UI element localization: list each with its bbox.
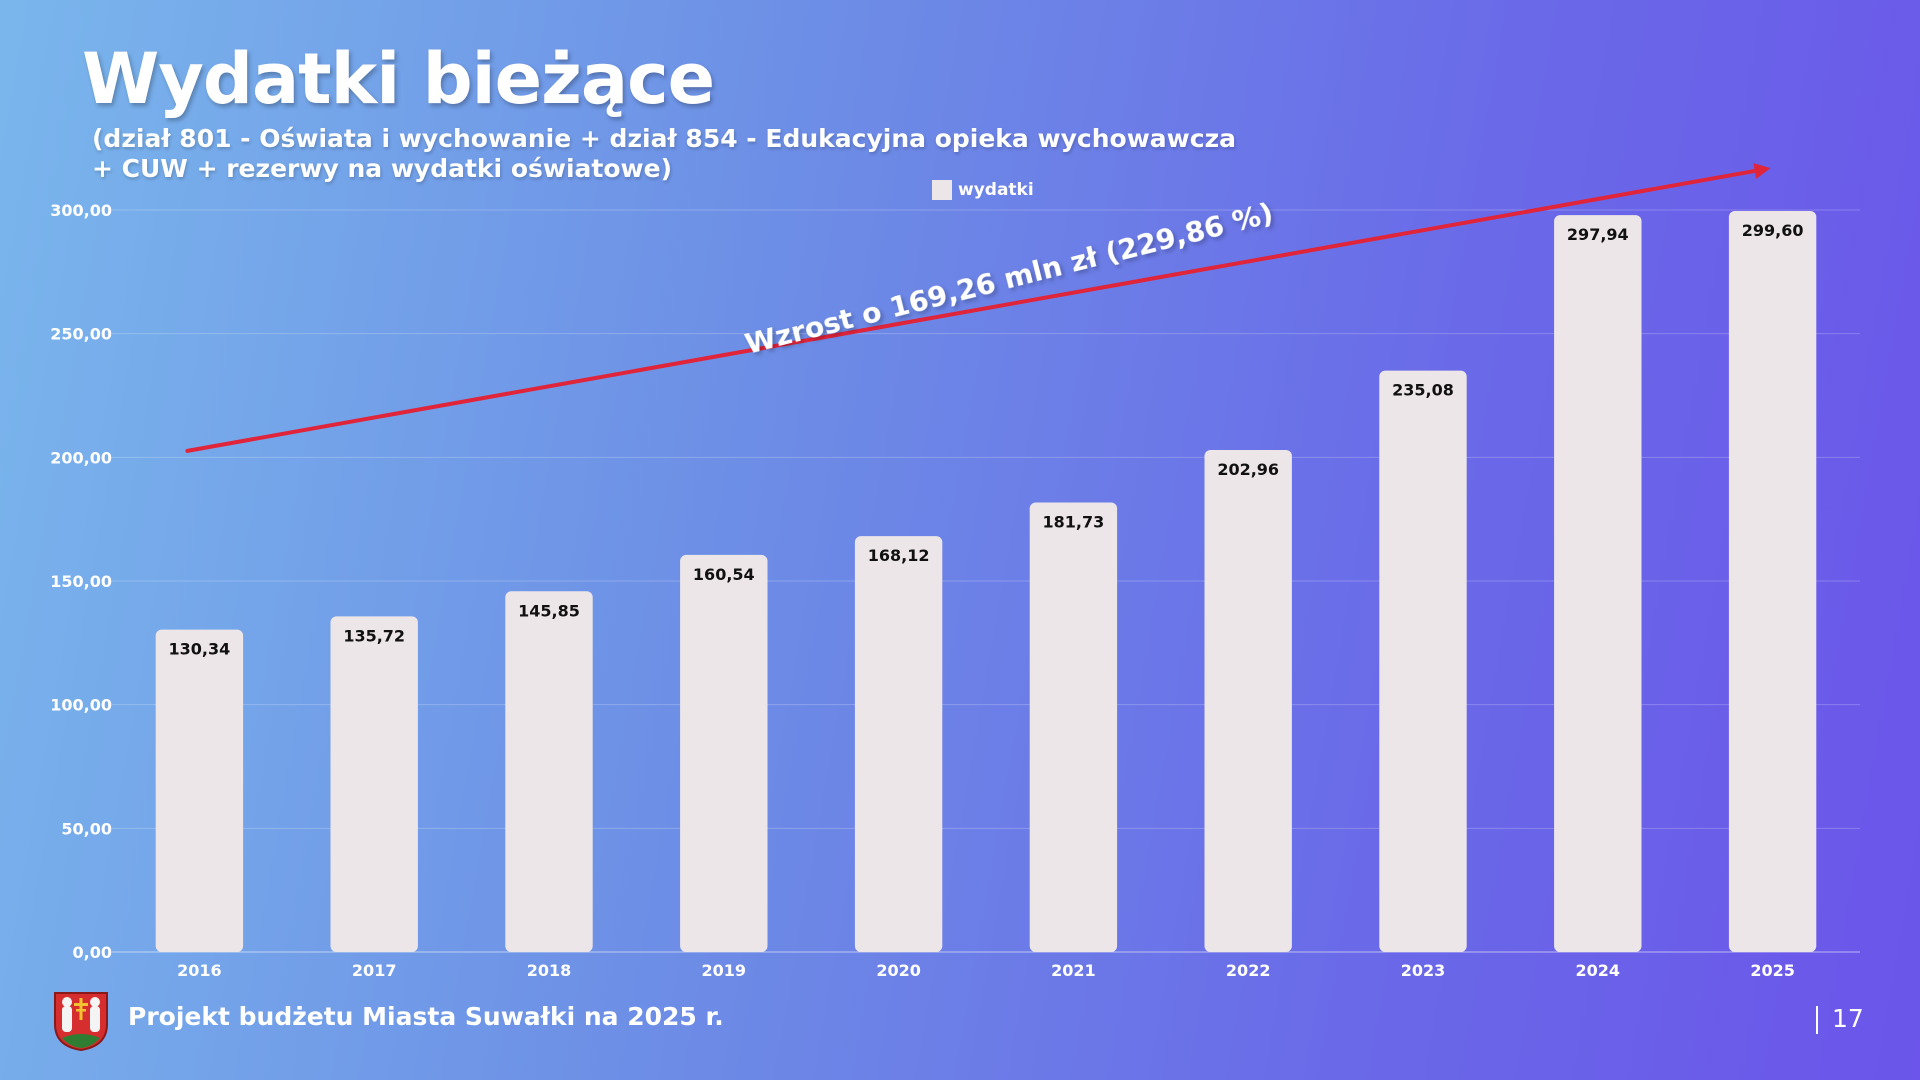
- y-tick-label: 250,00: [50, 325, 112, 344]
- data-label: 145,85: [518, 601, 580, 620]
- x-tick-label: 2018: [527, 961, 572, 980]
- subtitle-line-2: + CUW + rezerwy na wydatki oświatowe): [92, 154, 673, 183]
- data-label: 135,72: [343, 626, 405, 645]
- page-title: Wydatki bieżące: [82, 38, 715, 120]
- data-label: 299,60: [1742, 221, 1804, 240]
- data-label: 130,34: [169, 640, 231, 659]
- bar: [505, 591, 593, 952]
- data-label: 297,94: [1567, 225, 1629, 244]
- y-axis-ticks: 0,00 50,00 100,00 150,00 200,00 250,00 300,00: [50, 201, 112, 962]
- bar: [330, 616, 418, 952]
- y-tick-label: 100,00: [50, 696, 112, 715]
- legend-label: wydatki: [958, 180, 1034, 200]
- y-tick-label: 300,00: [50, 201, 112, 220]
- data-label: 181,73: [1043, 513, 1105, 532]
- data-label: 235,08: [1392, 381, 1454, 400]
- x-tick-label: 2021: [1051, 961, 1096, 980]
- x-tick-label: 2016: [177, 961, 222, 980]
- data-label: 168,12: [868, 546, 930, 565]
- x-tick-label: 2024: [1576, 961, 1621, 980]
- x-tick-label: 2019: [702, 961, 747, 980]
- footer-text: Projekt budżetu Miasta Suwałki na 2025 r…: [128, 1002, 724, 1031]
- x-tick-label: 2025: [1750, 961, 1795, 980]
- data-label: 160,54: [693, 565, 755, 584]
- trend-arrow: [185, 163, 1771, 453]
- bars: 130,34 135,72 145,85 160,54 168,12 181,73 202,…: [155, 210, 1817, 953]
- data-label: 202,96: [1217, 460, 1279, 479]
- bar: [155, 629, 244, 952]
- suwalki-coat-of-arms-icon: [52, 990, 110, 1052]
- x-tick-label: 2022: [1226, 961, 1271, 980]
- trend-line: [185, 167, 1767, 453]
- x-tick-label: 2017: [352, 961, 397, 980]
- page-number-separator: [1816, 1006, 1818, 1034]
- x-tick-label: 2023: [1401, 961, 1446, 980]
- x-axis-ticks: 2016 2017 2018 2019 2020 2021 2022 2023 2024 2025: [177, 961, 1795, 980]
- bar: [1554, 215, 1642, 952]
- bar: [1728, 210, 1817, 953]
- y-tick-label: 150,00: [50, 572, 112, 591]
- subtitle-line-1: (dział 801 - Oświata i wychowanie + dzia…: [92, 124, 1236, 153]
- page-subtitle: (dział 801 - Oświata i wychowanie + dzia…: [92, 124, 1392, 184]
- trend-arrowhead: [1753, 163, 1771, 179]
- y-tick-label: 200,00: [50, 448, 112, 467]
- bar: [1204, 450, 1292, 952]
- legend-swatch: [932, 180, 952, 200]
- y-tick-label: 0,00: [73, 943, 112, 962]
- bar: [854, 536, 943, 952]
- bar: [680, 554, 768, 952]
- growth-annotation: Wzrost o 169,26 mln zł (229,86 %): [742, 196, 1277, 361]
- page-number: 17: [1832, 1004, 1864, 1033]
- bar: [1029, 502, 1118, 952]
- y-tick-label: 50,00: [61, 819, 112, 838]
- x-tick-label: 2020: [876, 961, 921, 980]
- bar: [1379, 370, 1467, 952]
- legend: wydatki: [932, 180, 1034, 200]
